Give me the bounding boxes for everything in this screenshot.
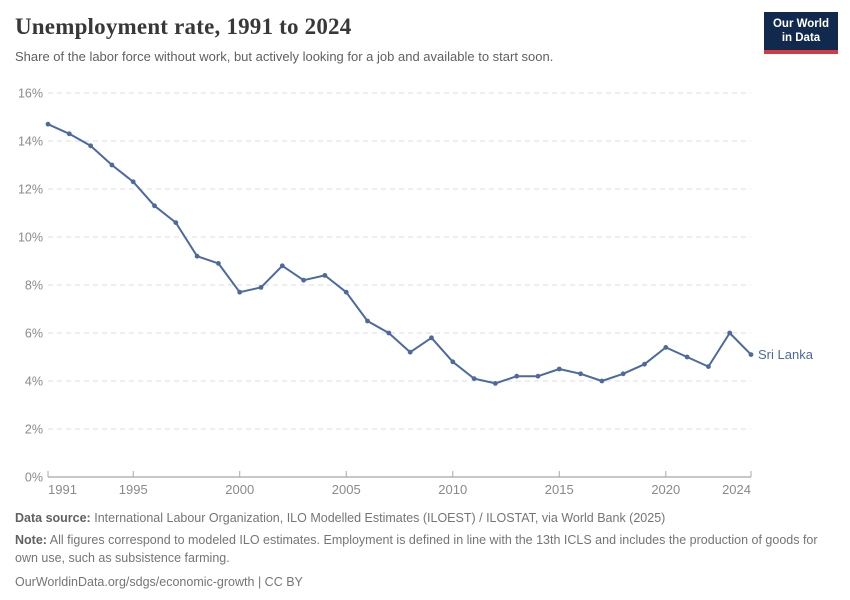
data-point-2012[interactable]: [493, 381, 498, 386]
y-tick-label: 16%: [18, 87, 43, 101]
data-source-text: International Labour Organization, ILO M…: [94, 511, 666, 525]
x-tick-label: 2020: [651, 482, 680, 497]
data-point-1992[interactable]: [66, 131, 72, 137]
page-title: Unemployment rate, 1991 to 2024: [15, 14, 352, 39]
x-tick-label: 1991: [48, 482, 77, 497]
note-label: Note:: [15, 533, 47, 548]
data-point-2009[interactable]: [429, 335, 434, 341]
data-point-1991[interactable]: [45, 121, 51, 127]
data-source-label: Data source:: [15, 511, 91, 525]
owid-url: OurWorldinData.org/sdgs/economic-growth: [15, 575, 255, 590]
y-tick-label: 8%: [25, 279, 43, 293]
data-point-1995[interactable]: [130, 179, 136, 185]
data-point-2006[interactable]: [365, 318, 370, 324]
data-source-line: Data source: International Labour Organi…: [15, 509, 820, 527]
y-tick-label: 2%: [25, 423, 43, 437]
data-point-2015[interactable]: [556, 366, 562, 372]
data-point-2024[interactable]: [748, 352, 754, 357]
x-tick-label: 2015: [545, 482, 574, 497]
data-point-2021[interactable]: [684, 354, 690, 360]
x-tick-label: 1995: [119, 482, 148, 497]
series-end-label[interactable]: Sri Lanka: [758, 347, 814, 362]
chart-header: Unemployment rate, 1991 to 2024 Share of…: [15, 14, 750, 64]
separator: |: [257, 575, 262, 590]
x-tick-label: 2005: [332, 482, 361, 497]
data-point-1993[interactable]: [88, 143, 93, 149]
note-text: All figures correspond to modeled ILO es…: [15, 533, 818, 566]
data-point-2016[interactable]: [578, 371, 583, 377]
series-line-sri-lanka[interactable]: [47, 123, 752, 385]
y-tick-label: 6%: [25, 327, 43, 341]
data-point-2020[interactable]: [663, 345, 669, 350]
attribution-line: OurWorldinData.org/sdgs/economic-growth …: [15, 573, 820, 591]
data-point-2018[interactable]: [620, 371, 626, 377]
data-point-2008[interactable]: [407, 349, 413, 355]
data-point-1999[interactable]: [216, 261, 221, 266]
x-tick-label: 2010: [438, 482, 467, 497]
chart-subtitle: Share of the labor force without work, b…: [15, 49, 554, 64]
data-point-1996[interactable]: [152, 203, 157, 209]
data-point-2023[interactable]: [727, 330, 733, 336]
data-point-2014[interactable]: [535, 373, 541, 379]
data-point-2000[interactable]: [237, 289, 243, 295]
y-tick-label: 4%: [25, 375, 43, 389]
data-point-2019[interactable]: [642, 361, 647, 367]
data-point-2007[interactable]: [386, 330, 392, 336]
logo-text-line1: Our World: [772, 18, 829, 30]
data-point-2001[interactable]: [258, 285, 264, 290]
data-point-1998[interactable]: [194, 253, 200, 259]
x-tick-label: 2000: [225, 482, 254, 497]
data-point-2010[interactable]: [450, 359, 456, 365]
note-line: Note: All figures correspond to modeled …: [15, 531, 820, 567]
data-point-2017[interactable]: [599, 378, 605, 384]
data-point-2013[interactable]: [514, 373, 520, 379]
logo-text-line2: in Data: [781, 32, 821, 45]
data-point-2003[interactable]: [301, 277, 306, 283]
y-tick-label: 10%: [18, 231, 43, 245]
data-point-2022[interactable]: [706, 364, 711, 369]
y-tick-label: 14%: [18, 135, 43, 149]
data-point-2011[interactable]: [471, 376, 477, 381]
data-point-1994[interactable]: [109, 162, 115, 168]
license-badge: CC BY: [264, 575, 303, 590]
y-tick-label: 12%: [18, 183, 43, 197]
data-point-1997[interactable]: [173, 220, 179, 226]
owid-logo: Our World in Data: [764, 12, 838, 54]
data-point-2005[interactable]: [343, 289, 349, 295]
y-tick-label: 0%: [25, 471, 43, 485]
chart-footer: Data source: International Labour Organi…: [15, 509, 820, 596]
data-point-2004[interactable]: [322, 273, 328, 278]
x-tick-label: 2024: [722, 482, 751, 497]
data-point-2002[interactable]: [279, 263, 285, 269]
